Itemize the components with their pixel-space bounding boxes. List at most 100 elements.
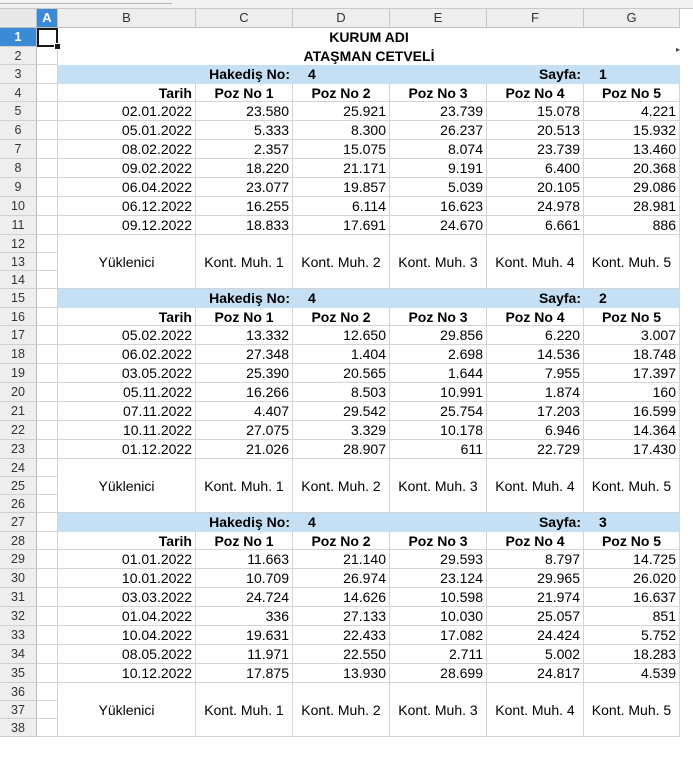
value-cell[interactable]: 28.699	[390, 664, 487, 683]
value-cell[interactable]: 10.178	[390, 421, 487, 440]
fill-handle[interactable]	[54, 43, 61, 50]
grid-cell-a[interactable]	[37, 569, 58, 588]
date-cell[interactable]: 09.02.2022	[58, 159, 196, 178]
value-cell[interactable]: 2.357	[196, 140, 293, 159]
grid-cell-a[interactable]	[37, 719, 58, 737]
value-cell[interactable]: 1.404	[293, 345, 390, 364]
grid-cell-a[interactable]	[37, 159, 58, 178]
value-cell[interactable]: 29.856	[390, 326, 487, 345]
row-header-8[interactable]: 8	[0, 159, 37, 178]
value-cell[interactable]: 20.105	[487, 178, 584, 197]
value-cell[interactable]: 17.430	[584, 440, 680, 459]
grid-cell-a[interactable]	[37, 532, 58, 550]
row-header-9[interactable]: 9	[0, 178, 37, 197]
value-cell[interactable]: 29.542	[293, 402, 390, 421]
grid-cell-a[interactable]	[37, 459, 58, 477]
date-cell[interactable]: 03.05.2022	[58, 364, 196, 383]
column-header-b[interactable]: B	[58, 9, 196, 28]
value-cell[interactable]: 851	[584, 607, 680, 626]
value-cell[interactable]: 1.874	[487, 383, 584, 402]
row-header-4[interactable]: 4	[0, 84, 37, 102]
value-cell[interactable]: 23.739	[487, 140, 584, 159]
value-cell[interactable]: 21.026	[196, 440, 293, 459]
row-header-5[interactable]: 5	[0, 102, 37, 121]
value-cell[interactable]: 13.930	[293, 664, 390, 683]
value-cell[interactable]: 16.266	[196, 383, 293, 402]
grid-cell-a[interactable]	[37, 178, 58, 197]
value-cell[interactable]: 23.124	[390, 569, 487, 588]
value-cell[interactable]: 6.661	[487, 216, 584, 235]
grid-cell-a[interactable]	[37, 421, 58, 440]
grid-cell-a[interactable]	[37, 289, 58, 308]
row-header-35[interactable]: 35	[0, 664, 37, 683]
row-header-25[interactable]: 25	[0, 477, 37, 495]
value-cell[interactable]: 4.221	[584, 102, 680, 121]
row-header-3[interactable]: 3	[0, 65, 37, 84]
value-cell[interactable]: 23.077	[196, 178, 293, 197]
value-cell[interactable]: 16.637	[584, 588, 680, 607]
select-all-corner[interactable]	[0, 9, 37, 28]
row-header-11[interactable]: 11	[0, 216, 37, 235]
row-header-26[interactable]: 26	[0, 495, 37, 513]
column-header-g[interactable]: G	[584, 9, 680, 28]
value-cell[interactable]: 15.932	[584, 121, 680, 140]
value-cell[interactable]: 14.626	[293, 588, 390, 607]
row-header-10[interactable]: 10	[0, 197, 37, 216]
value-cell[interactable]: 27.348	[196, 345, 293, 364]
value-cell[interactable]: 8.797	[487, 550, 584, 569]
row-header-34[interactable]: 34	[0, 645, 37, 664]
value-cell[interactable]: 21.140	[293, 550, 390, 569]
grid-cell-a[interactable]	[37, 102, 58, 121]
date-cell[interactable]: 01.12.2022	[58, 440, 196, 459]
value-cell[interactable]: 4.407	[196, 402, 293, 421]
value-cell[interactable]: 2.711	[390, 645, 487, 664]
value-cell[interactable]: 18.220	[196, 159, 293, 178]
value-cell[interactable]: 16.599	[584, 402, 680, 421]
date-cell[interactable]: 05.02.2022	[58, 326, 196, 345]
value-cell[interactable]: 25.754	[390, 402, 487, 421]
value-cell[interactable]: 16.255	[196, 197, 293, 216]
value-cell[interactable]: 3.007	[584, 326, 680, 345]
row-header-38[interactable]: 38	[0, 719, 37, 737]
value-cell[interactable]: 6.946	[487, 421, 584, 440]
value-cell[interactable]: 1.644	[390, 364, 487, 383]
value-cell[interactable]: 2.698	[390, 345, 487, 364]
row-header-16[interactable]: 16	[0, 308, 37, 326]
value-cell[interactable]: 22.729	[487, 440, 584, 459]
value-cell[interactable]: 27.133	[293, 607, 390, 626]
value-cell[interactable]: 5.002	[487, 645, 584, 664]
date-cell[interactable]: 06.02.2022	[58, 345, 196, 364]
date-cell[interactable]: 10.12.2022	[58, 664, 196, 683]
value-cell[interactable]: 25.390	[196, 364, 293, 383]
date-cell[interactable]: 01.01.2022	[58, 550, 196, 569]
grid-cell-a[interactable]	[37, 47, 58, 65]
value-cell[interactable]: 24.724	[196, 588, 293, 607]
value-cell[interactable]: 14.536	[487, 345, 584, 364]
column-header-e[interactable]: E	[390, 9, 487, 28]
value-cell[interactable]: 21.171	[293, 159, 390, 178]
date-cell[interactable]: 07.11.2022	[58, 402, 196, 421]
value-cell[interactable]: 18.833	[196, 216, 293, 235]
value-cell[interactable]: 14.364	[584, 421, 680, 440]
grid-cell-a[interactable]	[37, 65, 58, 84]
date-cell[interactable]: 05.11.2022	[58, 383, 196, 402]
value-cell[interactable]: 11.971	[196, 645, 293, 664]
value-cell[interactable]: 5.752	[584, 626, 680, 645]
value-cell[interactable]: 17.082	[390, 626, 487, 645]
value-cell[interactable]: 26.974	[293, 569, 390, 588]
value-cell[interactable]: 20.513	[487, 121, 584, 140]
row-header-13[interactable]: 13	[0, 253, 37, 271]
grid-cell-a[interactable]	[37, 645, 58, 664]
value-cell[interactable]: 17.691	[293, 216, 390, 235]
value-cell[interactable]: 22.550	[293, 645, 390, 664]
value-cell[interactable]: 18.748	[584, 345, 680, 364]
value-cell[interactable]: 4.539	[584, 664, 680, 683]
grid-cell-a[interactable]	[37, 607, 58, 626]
grid-cell-a[interactable]	[37, 440, 58, 459]
grid-cell-a[interactable]	[37, 701, 58, 719]
value-cell[interactable]: 18.283	[584, 645, 680, 664]
column-header-a[interactable]: A	[37, 9, 58, 28]
row-header-7[interactable]: 7	[0, 140, 37, 159]
row-header-14[interactable]: 14	[0, 271, 37, 289]
